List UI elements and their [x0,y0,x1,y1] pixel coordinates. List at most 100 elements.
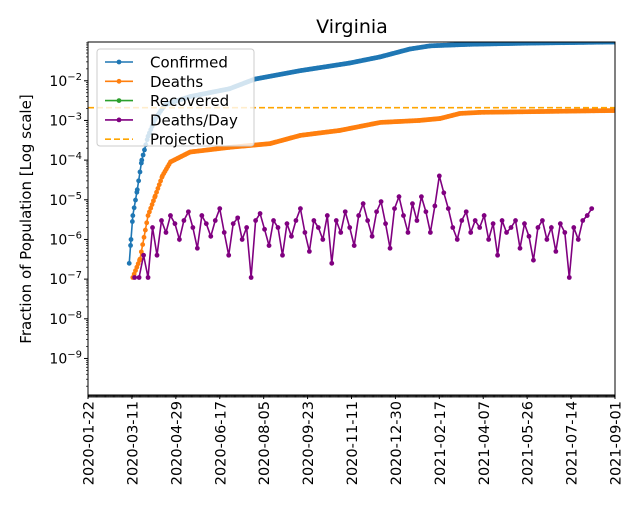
deaths-day-marker [347,225,353,230]
deaths-day-marker [454,237,460,242]
deaths-day-marker [163,230,169,235]
deaths-marker [141,234,147,240]
confirmed-marker [136,178,142,184]
confirmed-marker [131,205,137,211]
deaths-day-line [134,175,593,279]
deaths-day-marker [374,209,379,215]
deaths-day-marker [154,252,160,258]
deaths-day-marker [244,225,250,230]
deaths-day-marker [401,213,406,218]
deaths-day-marker [235,215,241,221]
y-tick-base: 10 [49,232,67,248]
confirmed-marker [128,243,133,248]
deaths-day-marker [445,206,451,211]
legend-label: Confirmed [150,54,228,72]
deaths-day-marker [342,209,348,215]
deaths-day-marker [459,218,465,223]
axes: 2020-01-22 2020-03-11 2020-04-29 2020-06-17… [49,41,625,485]
deaths-marker [142,227,148,233]
deaths-day-marker [315,225,321,230]
deaths-day-marker [392,206,397,211]
deaths-day-marker [436,173,442,179]
deaths-day-marker [553,249,559,254]
confirmed-marker [128,237,134,242]
deaths-day-marker [172,221,178,227]
deaths-day-marker [548,225,554,230]
deaths-day-marker [136,275,142,280]
deaths-day-marker [360,201,366,207]
deaths-day-marker [132,275,138,280]
deaths-day-marker [306,249,312,254]
x-tick-label: 2020-11-11 [345,401,361,485]
deaths-day-marker [185,209,191,215]
deaths-day-marker [557,221,563,227]
legend-label: Deaths [150,73,203,91]
deaths-day-marker [566,275,572,280]
deaths-day-marker [266,243,272,249]
y-tick-base: 10 [49,74,67,90]
deaths-day-marker [508,225,514,230]
deaths-day-marker [203,221,209,227]
legend-marker [116,59,122,65]
deaths-day-marker [490,221,496,227]
x-tick-label: 2021-02-17 [433,401,449,485]
y-tick-exp: −5 [67,191,82,202]
deaths-day-marker [324,213,330,218]
y-tick-exp: −9 [67,349,82,360]
y-tick-label: 10−2 [49,72,82,90]
deaths-day-marker [329,260,335,266]
deaths-marker [152,193,158,199]
deaths-day-marker [531,257,536,263]
deaths-day-marker [580,218,586,223]
x-tick-label: 2021-07-14 [565,401,581,485]
deaths-day-marker [280,252,285,258]
deaths-day-marker [495,252,500,258]
deaths-day-marker [199,213,205,218]
deaths-day-marker [562,230,568,235]
confirmed-marker [140,152,146,158]
x-tick-label: 2020-12-30 [389,401,405,485]
deaths-day-marker [168,213,173,218]
y-tick-label: 10−6 [49,230,82,248]
x-tick-label: 2021-04-07 [477,401,493,485]
deaths-day-marker [589,206,595,211]
deaths-day-marker [544,237,550,242]
deaths-day-marker [463,209,469,215]
deaths-day-marker [383,221,388,227]
deaths-day-marker [405,230,411,235]
deaths-marker [137,256,143,262]
y-tick-exp: −6 [67,230,82,241]
y-tick-exp: −2 [67,72,82,83]
y-tick-label: 10−8 [49,310,82,328]
deaths-day-marker [584,213,590,218]
deaths-marker [158,178,163,184]
deaths-day-marker [271,218,276,223]
deaths-marker [154,189,159,195]
confirmed-marker [126,260,132,266]
deaths-day-marker [194,245,200,251]
deaths-day-marker [190,225,196,230]
x-tick-label: 2020-01-22 [82,401,98,485]
y-tick-exp: −7 [67,270,82,281]
x-tick-label: 2021-09-01 [609,401,625,485]
legend-label: Recovered [150,92,229,110]
y-axis-label: Fraction of Population [Log scale] [17,94,35,343]
deaths-day-marker [302,230,308,235]
deaths-day-marker [221,230,227,235]
deaths-day-marker [486,237,492,242]
deaths-day-marker [504,230,509,235]
deaths-day-marker [441,190,447,196]
deaths-day-marker [356,213,362,218]
deaths-marker [144,220,150,226]
deaths-marker [148,205,154,211]
y-tick-base: 10 [49,272,67,288]
deaths-day-marker [387,245,393,251]
deaths-marker [138,249,144,255]
deaths-day-marker [333,218,339,223]
deaths-day-marker [423,209,429,215]
deaths-day-marker [369,233,375,239]
deaths-day-marker [477,225,483,230]
y-tick-label: 10−7 [49,270,82,288]
confirmed-marker [129,219,135,224]
confirmed-marker [134,187,140,193]
